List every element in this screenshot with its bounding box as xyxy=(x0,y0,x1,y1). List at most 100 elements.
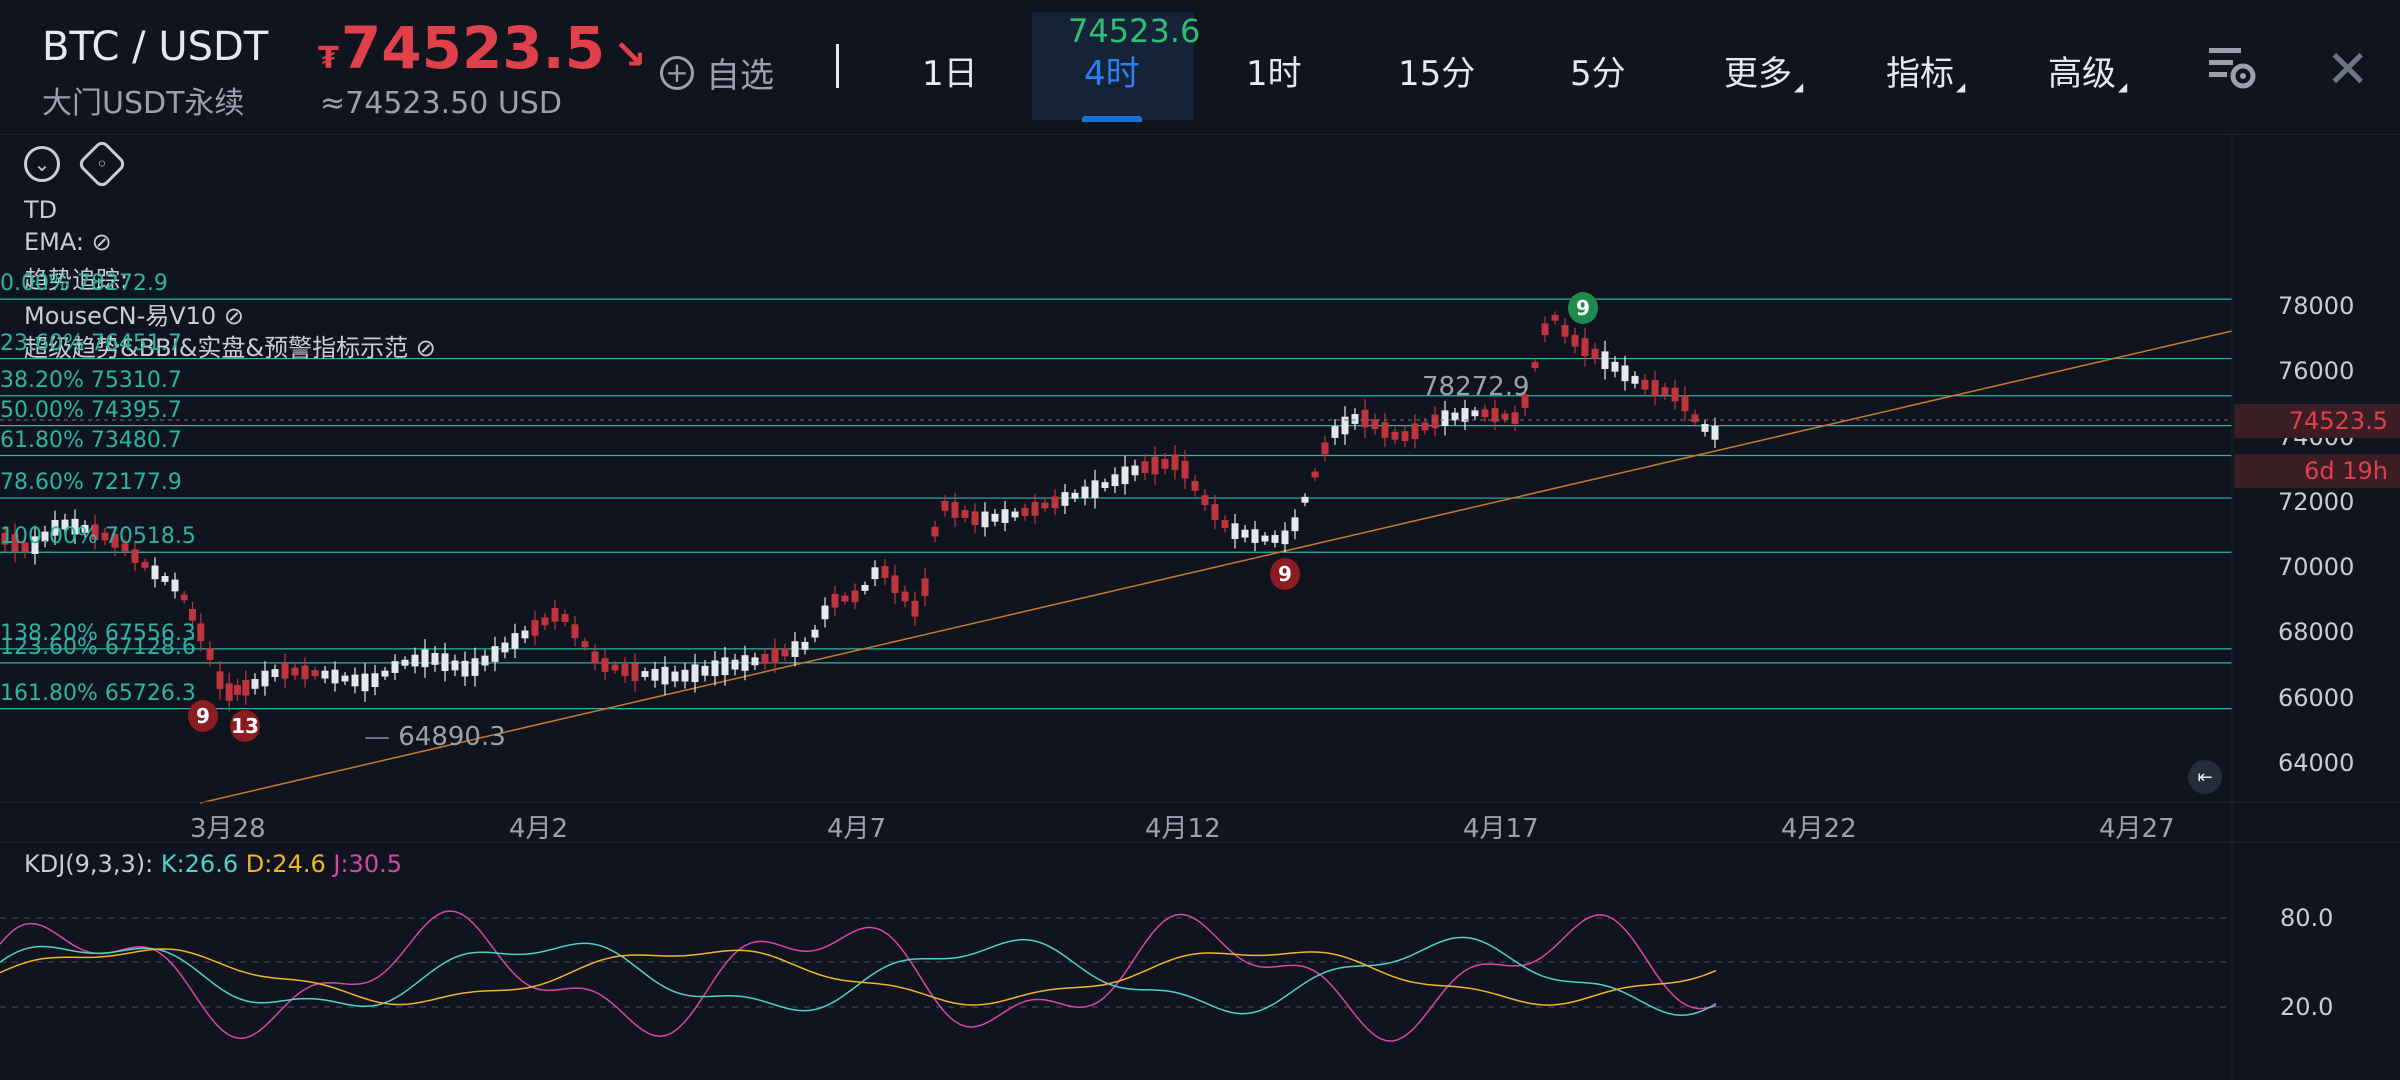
candle-body xyxy=(121,543,129,552)
candle-body xyxy=(501,642,509,653)
chart-area[interactable] xyxy=(0,135,2400,1080)
favorite-button[interactable]: + 自选 xyxy=(660,48,774,97)
candle-body xyxy=(781,648,789,657)
candle-body xyxy=(1591,348,1599,359)
tab-4h[interactable]: 4时 xyxy=(1084,54,1140,94)
low-annotation: — 64890.3 xyxy=(364,722,506,752)
current-price-tag: 74523.5 xyxy=(2234,404,2400,438)
candle-body xyxy=(1471,410,1479,417)
candle-body xyxy=(1411,423,1419,440)
candle-body xyxy=(225,683,233,701)
candle-body xyxy=(81,524,89,533)
candle-body xyxy=(991,513,999,522)
y-tick: 72000 xyxy=(2278,487,2355,516)
last-price-value: 74523.5 xyxy=(340,14,606,82)
tab-indicators[interactable]: 指标 ◢ xyxy=(1886,46,1965,95)
candle-body xyxy=(341,675,349,682)
candle-body xyxy=(1071,492,1079,499)
candle-body xyxy=(1111,474,1119,487)
indicator-ema[interactable]: EMA: ⊘ xyxy=(24,228,112,256)
candle-body xyxy=(1091,480,1099,498)
x-tick: 4月22 xyxy=(1781,814,1857,844)
candle-body xyxy=(1161,458,1169,469)
candle-body xyxy=(491,646,499,662)
candle-body xyxy=(601,658,609,672)
candle-body xyxy=(61,519,69,530)
fib-label: 100.00% 70518.5 xyxy=(0,524,196,550)
candle-body xyxy=(741,655,749,671)
candle-body xyxy=(961,510,969,518)
down-arrow-icon: ↘ xyxy=(613,32,647,78)
eye-hidden-icon[interactable]: ⊘ xyxy=(91,228,112,256)
candle-body xyxy=(251,679,259,689)
candle-body xyxy=(1511,412,1519,425)
candle-body xyxy=(1231,523,1239,540)
y-tick: 64000 xyxy=(2278,749,2355,777)
candle-body xyxy=(1611,361,1619,372)
candle-body xyxy=(381,670,389,677)
scroll-to-latest-icon[interactable]: ⇤ xyxy=(2188,760,2222,794)
candle-body xyxy=(1671,387,1679,402)
candle-body xyxy=(821,605,829,620)
chart-settings-icon[interactable] xyxy=(2205,42,2257,92)
candle-body xyxy=(1251,529,1259,543)
candle-body xyxy=(1351,414,1359,424)
candle-body xyxy=(831,593,839,608)
dropdown-icon: ◢ xyxy=(1956,80,1966,94)
candle-body xyxy=(1201,495,1209,505)
candle-body xyxy=(581,641,589,648)
eye-hidden-icon[interactable]: ⊘ xyxy=(223,302,244,330)
favorite-label: 自选 xyxy=(706,56,774,96)
candle-body xyxy=(151,565,159,580)
indicator-td[interactable]: TD xyxy=(24,196,58,224)
candle-body xyxy=(1441,410,1449,427)
pair-title[interactable]: BTC / USDT xyxy=(42,24,269,70)
candle-body xyxy=(1101,482,1109,489)
candle-body xyxy=(1601,351,1609,370)
tab-advanced-label: 高级 xyxy=(2048,54,2116,94)
indicator-super[interactable]: 超级趋势&BBI&实盘&预警指标示范 ⊘ xyxy=(24,328,436,363)
candle-body xyxy=(1,532,9,545)
fib-label: 0.00% 78272.9 xyxy=(0,271,168,297)
close-icon[interactable]: ✕ xyxy=(2326,40,2370,100)
candle-body xyxy=(651,668,659,681)
candle-body xyxy=(511,633,519,649)
candle-body xyxy=(891,575,899,594)
candle-body xyxy=(841,595,849,602)
candle-body xyxy=(271,669,279,677)
tab-more[interactable]: 更多 ◢ xyxy=(1724,46,1803,95)
candle-body xyxy=(371,673,379,687)
candle-body xyxy=(11,534,19,552)
candle-body xyxy=(911,600,919,617)
tab-1h[interactable]: 1时 xyxy=(1246,54,1302,94)
trend-line[interactable] xyxy=(199,330,2233,804)
collapse-icon[interactable]: ⌄ xyxy=(24,146,60,182)
candle-body xyxy=(197,623,205,642)
candle-body xyxy=(611,664,619,671)
tab-5m[interactable]: 5分 xyxy=(1570,54,1626,94)
candle-body xyxy=(421,649,429,668)
y-tick: 68000 xyxy=(2278,618,2355,647)
candle-body xyxy=(541,617,549,626)
candle-body xyxy=(91,524,99,540)
indicator-trend[interactable]: 趋势追踪: xyxy=(24,266,129,294)
tab-advanced[interactable]: 高级 ◢ xyxy=(2048,46,2127,95)
candle-body xyxy=(551,607,559,622)
candle-body xyxy=(431,653,439,665)
candle-body xyxy=(1151,456,1159,475)
kdj-d-line xyxy=(0,948,1717,1006)
candle-body xyxy=(1331,426,1339,438)
candle-body xyxy=(1011,511,1019,518)
kdj-level-low: 20.0 xyxy=(2280,993,2334,1021)
tab-1d[interactable]: 1日 xyxy=(922,54,978,94)
kdj-legend[interactable]: KDJ(9,3,3): K:26.6 D:24.6 J:30.5 xyxy=(24,850,402,878)
candle-body xyxy=(1551,314,1559,321)
fib-label: 50.00% 74395.7 xyxy=(0,397,182,423)
indicator-mouse[interactable]: MouseCN-易V10 ⊘ xyxy=(24,296,244,331)
candle-body xyxy=(1621,365,1629,382)
candle-body xyxy=(471,658,479,676)
eye-hidden-icon[interactable]: ⊘ xyxy=(415,334,436,362)
candle-body xyxy=(1571,334,1579,347)
candle-body xyxy=(31,536,39,555)
tab-15m[interactable]: 15分 xyxy=(1398,54,1476,94)
